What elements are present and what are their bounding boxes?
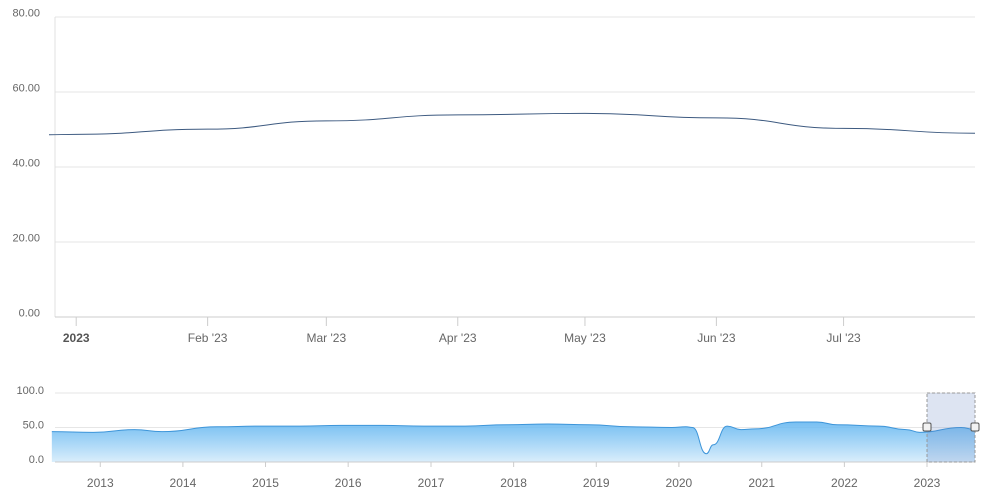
x-tick-label: Mar '23 xyxy=(307,331,347,345)
nav-x-tick-label: 2021 xyxy=(748,476,775,490)
nav-series-area xyxy=(51,421,976,462)
nav-x-tick-label: 2020 xyxy=(666,476,693,490)
nav-y-tick-label: 50.0 xyxy=(23,420,44,432)
y-tick-label: 20.00 xyxy=(12,233,40,245)
nav-x-tick-label: 2013 xyxy=(87,476,114,490)
main-series-line xyxy=(49,112,975,136)
nav-x-tick-label: 2022 xyxy=(831,476,858,490)
nav-selection-window[interactable] xyxy=(926,392,976,463)
x-tick-label: May '23 xyxy=(564,331,606,345)
main-x-axis: 2023 Feb '23 Mar '23 Apr '23 May '23 Jun '23 J… xyxy=(55,316,975,345)
nav-y-tick-label: 0.0 xyxy=(29,454,44,466)
nav-left-handle[interactable] xyxy=(922,422,932,432)
main-gridlines xyxy=(54,16,975,318)
y-tick-label: 40.00 xyxy=(12,158,40,170)
nav-x-tick-label: 2017 xyxy=(418,476,445,490)
x-tick-label: Apr '23 xyxy=(439,331,477,345)
x-tick-label: Feb '23 xyxy=(188,331,228,345)
nav-x-tick-label: 2016 xyxy=(335,476,362,490)
x-tick-label: 2023 xyxy=(63,331,90,345)
main-series-layer xyxy=(49,112,975,136)
x-tick-label: Jul '23 xyxy=(826,331,861,345)
navigator[interactable]: 0.0 50.0 100.0 2013 2014 2015 2016 2017 2018 2019… xyxy=(16,385,980,490)
y-tick-label: 0.00 xyxy=(19,308,40,320)
y-tick-label: 60.00 xyxy=(12,83,40,95)
nav-x-tick-label: 2014 xyxy=(170,476,197,490)
x-tick-label: Jun '23 xyxy=(697,331,736,345)
nav-x-tick-label: 2018 xyxy=(500,476,527,490)
nav-right-handle[interactable] xyxy=(970,422,980,432)
main-y-axis: 0.00 20.00 40.00 60.00 80.00 xyxy=(12,8,40,320)
y-tick-label: 80.00 xyxy=(12,8,40,20)
nav-x-tick-label: 2023 xyxy=(914,476,941,490)
nav-series-line xyxy=(51,421,976,455)
nav-x-tick-label: 2019 xyxy=(583,476,610,490)
nav-x-tick-label: 2015 xyxy=(252,476,279,490)
nav-y-tick-label: 100.0 xyxy=(16,385,44,397)
